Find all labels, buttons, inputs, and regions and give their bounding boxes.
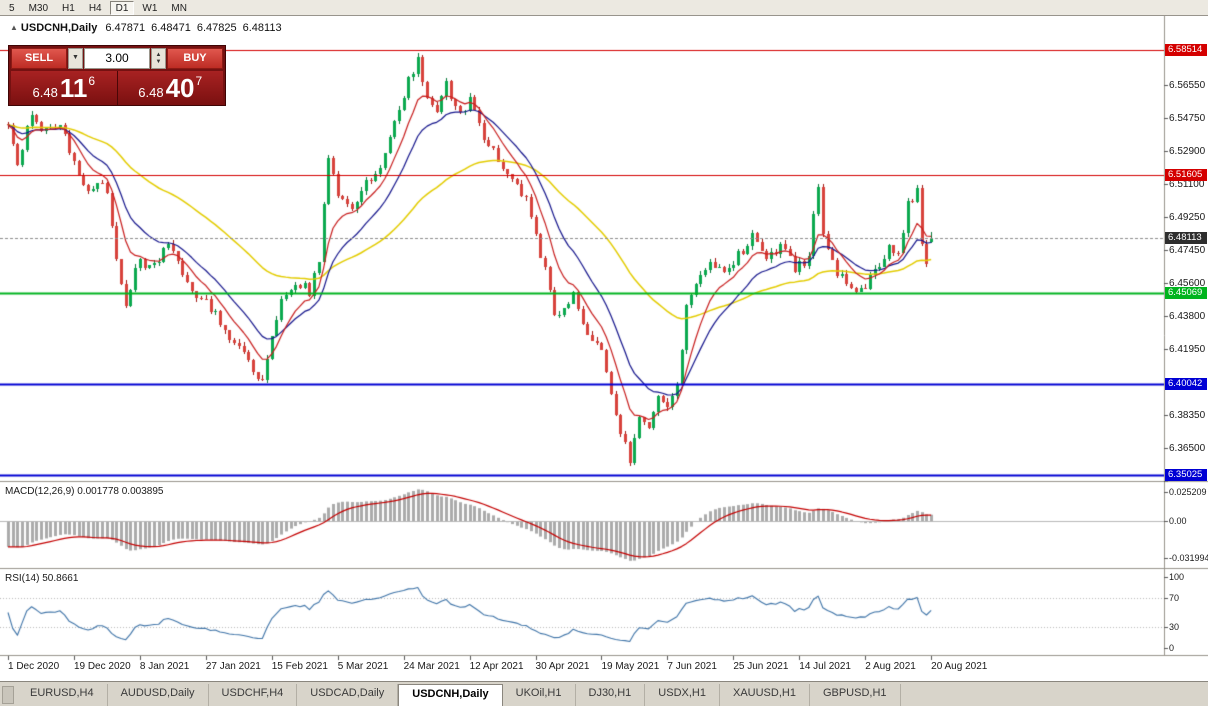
- rsi-axis-tick: 0: [1169, 643, 1175, 653]
- price-level-tag: 6.58514: [1165, 43, 1207, 56]
- date-axis-label: 20 Aug 2021: [931, 661, 988, 672]
- date-axis-label: 12 Apr 2021: [469, 661, 524, 672]
- sell-button[interactable]: SELL: [11, 48, 67, 69]
- price-axis-tick: 6.54750: [1169, 112, 1206, 124]
- price-axis-tick: 6.51100: [1169, 178, 1205, 190]
- date-axis-label: 8 Jan 2021: [139, 661, 190, 672]
- volume-spinner[interactable]: ▲ ▼: [151, 48, 166, 69]
- chart-tab-usdx[interactable]: USDX,H1: [645, 684, 720, 706]
- trade-controls-row: SELL ▼ 3.00 ▲ ▼ BUY: [11, 48, 223, 69]
- date-axis-label: 27 Jan 2021: [205, 661, 261, 672]
- volume-dropdown-button[interactable]: ▼: [68, 48, 83, 69]
- price-axis-tick: 6.43800: [1169, 310, 1206, 322]
- timeframe-button-h1[interactable]: H1: [62, 2, 75, 14]
- timeframe-button-h4[interactable]: H4: [88, 2, 102, 14]
- one-click-trading-widget: SELL ▼ 3.00 ▲ ▼ BUY 6.48 11 6 6.48 40 7: [8, 45, 226, 106]
- date-axis-label: 2 Aug 2021: [865, 661, 916, 672]
- tab-scroll-stub[interactable]: [2, 686, 14, 704]
- chart-symbol-label: USDCNH,Daily: [20, 22, 98, 34]
- macd-axis-tick: 0.025209: [1169, 486, 1207, 497]
- timeframe-button-5[interactable]: 5: [9, 2, 15, 14]
- chart-title: ▲ USDCNH,Daily 6.47871 6.48471 6.47825 6.4811…: [10, 22, 282, 34]
- timeframe-button-m30[interactable]: M30: [28, 2, 49, 14]
- date-axis-label: 15 Feb 2021: [271, 661, 328, 672]
- timeframe-button-mn[interactable]: MN: [171, 2, 187, 14]
- spinner-down-icon[interactable]: ▼: [155, 58, 162, 65]
- buy-button[interactable]: BUY: [167, 48, 223, 69]
- date-axis-label: 19 May 2021: [601, 661, 660, 672]
- price-axis-tick: 6.45600: [1169, 278, 1206, 290]
- price-axis-tick: 6.38350: [1169, 409, 1206, 421]
- chart-tab-gbpusd[interactable]: GBPUSD,H1: [809, 684, 901, 706]
- price-level-tag: 6.51605: [1165, 168, 1207, 181]
- macd-label: MACD(12,26,9) 0.001778 0.003895: [5, 486, 164, 497]
- date-axis-label: 1 Dec 2020: [8, 661, 60, 672]
- ask-pipette: 7: [195, 74, 203, 88]
- chart-tab-xauusd[interactable]: XAUUSD,H1: [719, 684, 810, 706]
- chart-tab-dj30[interactable]: DJ30,H1: [575, 684, 646, 706]
- rsi-axis-tick: 30: [1169, 621, 1180, 632]
- date-axis-label: 25 Jun 2021: [733, 661, 789, 672]
- date-axis-label: 30 Apr 2021: [535, 661, 590, 672]
- timeframe-button-w1[interactable]: W1: [142, 2, 158, 14]
- date-axis-label: 7 Jun 2021: [667, 661, 717, 672]
- price-chart-canvas[interactable]: [0, 16, 1208, 681]
- timeframe-toolbar: 5 M30 H1 H4 D1 W1 MN: [0, 0, 1208, 16]
- price-axis-tick: 6.56550: [1169, 80, 1206, 92]
- ohlc-high-value: 6.48471: [151, 22, 191, 34]
- chart-tab-usdcnh[interactable]: USDCNH,Daily: [398, 684, 503, 706]
- price-axis-tick: 6.52900: [1169, 146, 1206, 158]
- date-axis[interactable]: 1 Dec 2020 19 Dec 2020 8 Jan 2021 27 Jan 20…: [0, 656, 1164, 680]
- chart-tab-audusd[interactable]: AUDUSD,Daily: [107, 684, 209, 706]
- rsi-axis-tick: 70: [1169, 593, 1180, 604]
- buy-price-button[interactable]: 6.48 40 7: [117, 71, 223, 105]
- volume-input[interactable]: 3.00: [84, 48, 150, 69]
- ohlc-open-value: 6.47871: [105, 22, 146, 34]
- macd-axis-tick: 0.00: [1169, 516, 1187, 526]
- current-price-tag: 6.48113: [1165, 232, 1207, 244]
- price-axis[interactable]: 6.56550 6.54750 6.52900 6.51100 6.49250 6.474…: [1164, 16, 1208, 655]
- timeframe-button-d1[interactable]: D1: [109, 0, 135, 15]
- price-level-tag: 6.35025: [1165, 468, 1207, 481]
- sell-price-button[interactable]: 6.48 11 6: [11, 71, 118, 105]
- ask-pips: 40: [165, 73, 195, 103]
- ohlc-low-value: 6.47825: [196, 22, 237, 34]
- trade-prices-row: 6.48 11 6 6.48 40 7: [11, 71, 223, 105]
- price-axis-tick: 6.49250: [1169, 212, 1206, 224]
- chart-tab-usdcad[interactable]: USDCAD,Daily: [297, 684, 399, 706]
- collapse-panel-icon[interactable]: ▲: [10, 23, 18, 32]
- date-axis-label: 24 Mar 2021: [403, 661, 460, 672]
- bid-prefix: 6.48: [32, 85, 58, 100]
- price-axis-tick: 6.36500: [1169, 443, 1206, 454]
- price-axis-tick: 6.41950: [1169, 344, 1206, 356]
- macd-axis-tick: -0.031994: [1169, 553, 1208, 564]
- chart-tab-eurusd[interactable]: EURUSD,H4: [17, 684, 108, 706]
- date-axis-label: 14 Jul 2021: [799, 661, 851, 672]
- chevron-down-icon: ▼: [72, 54, 79, 61]
- chart-region: ▲ USDCNH,Daily 6.47871 6.48471 6.47825 6.4811…: [0, 16, 1208, 681]
- price-level-tag: 6.40042: [1165, 377, 1207, 390]
- date-axis-label: 19 Dec 2020: [73, 661, 131, 672]
- chart-tab-ukoil[interactable]: UKOil,H1: [502, 684, 576, 706]
- ohlc-close-value: 6.48113: [242, 22, 282, 34]
- spinner-up-icon[interactable]: ▲: [155, 51, 162, 58]
- rsi-label: RSI(14) 50.8661: [5, 573, 79, 584]
- price-axis-tick: 6.47450: [1169, 244, 1206, 256]
- rsi-axis-tick: 100: [1169, 572, 1185, 582]
- bid-pips: 11: [59, 73, 88, 103]
- price-level-tag: 6.45069: [1165, 287, 1207, 300]
- bid-pipette: 6: [88, 74, 95, 88]
- date-axis-label: 5 Mar 2021: [337, 661, 389, 672]
- chart-tab-bar: EURUSD,H4 AUDUSD,Daily USDCHF,H4 USDCAD,Dai…: [0, 681, 1208, 706]
- chart-tab-usdchf[interactable]: USDCHF,H4: [208, 684, 298, 706]
- ask-prefix: 6.48: [138, 85, 164, 100]
